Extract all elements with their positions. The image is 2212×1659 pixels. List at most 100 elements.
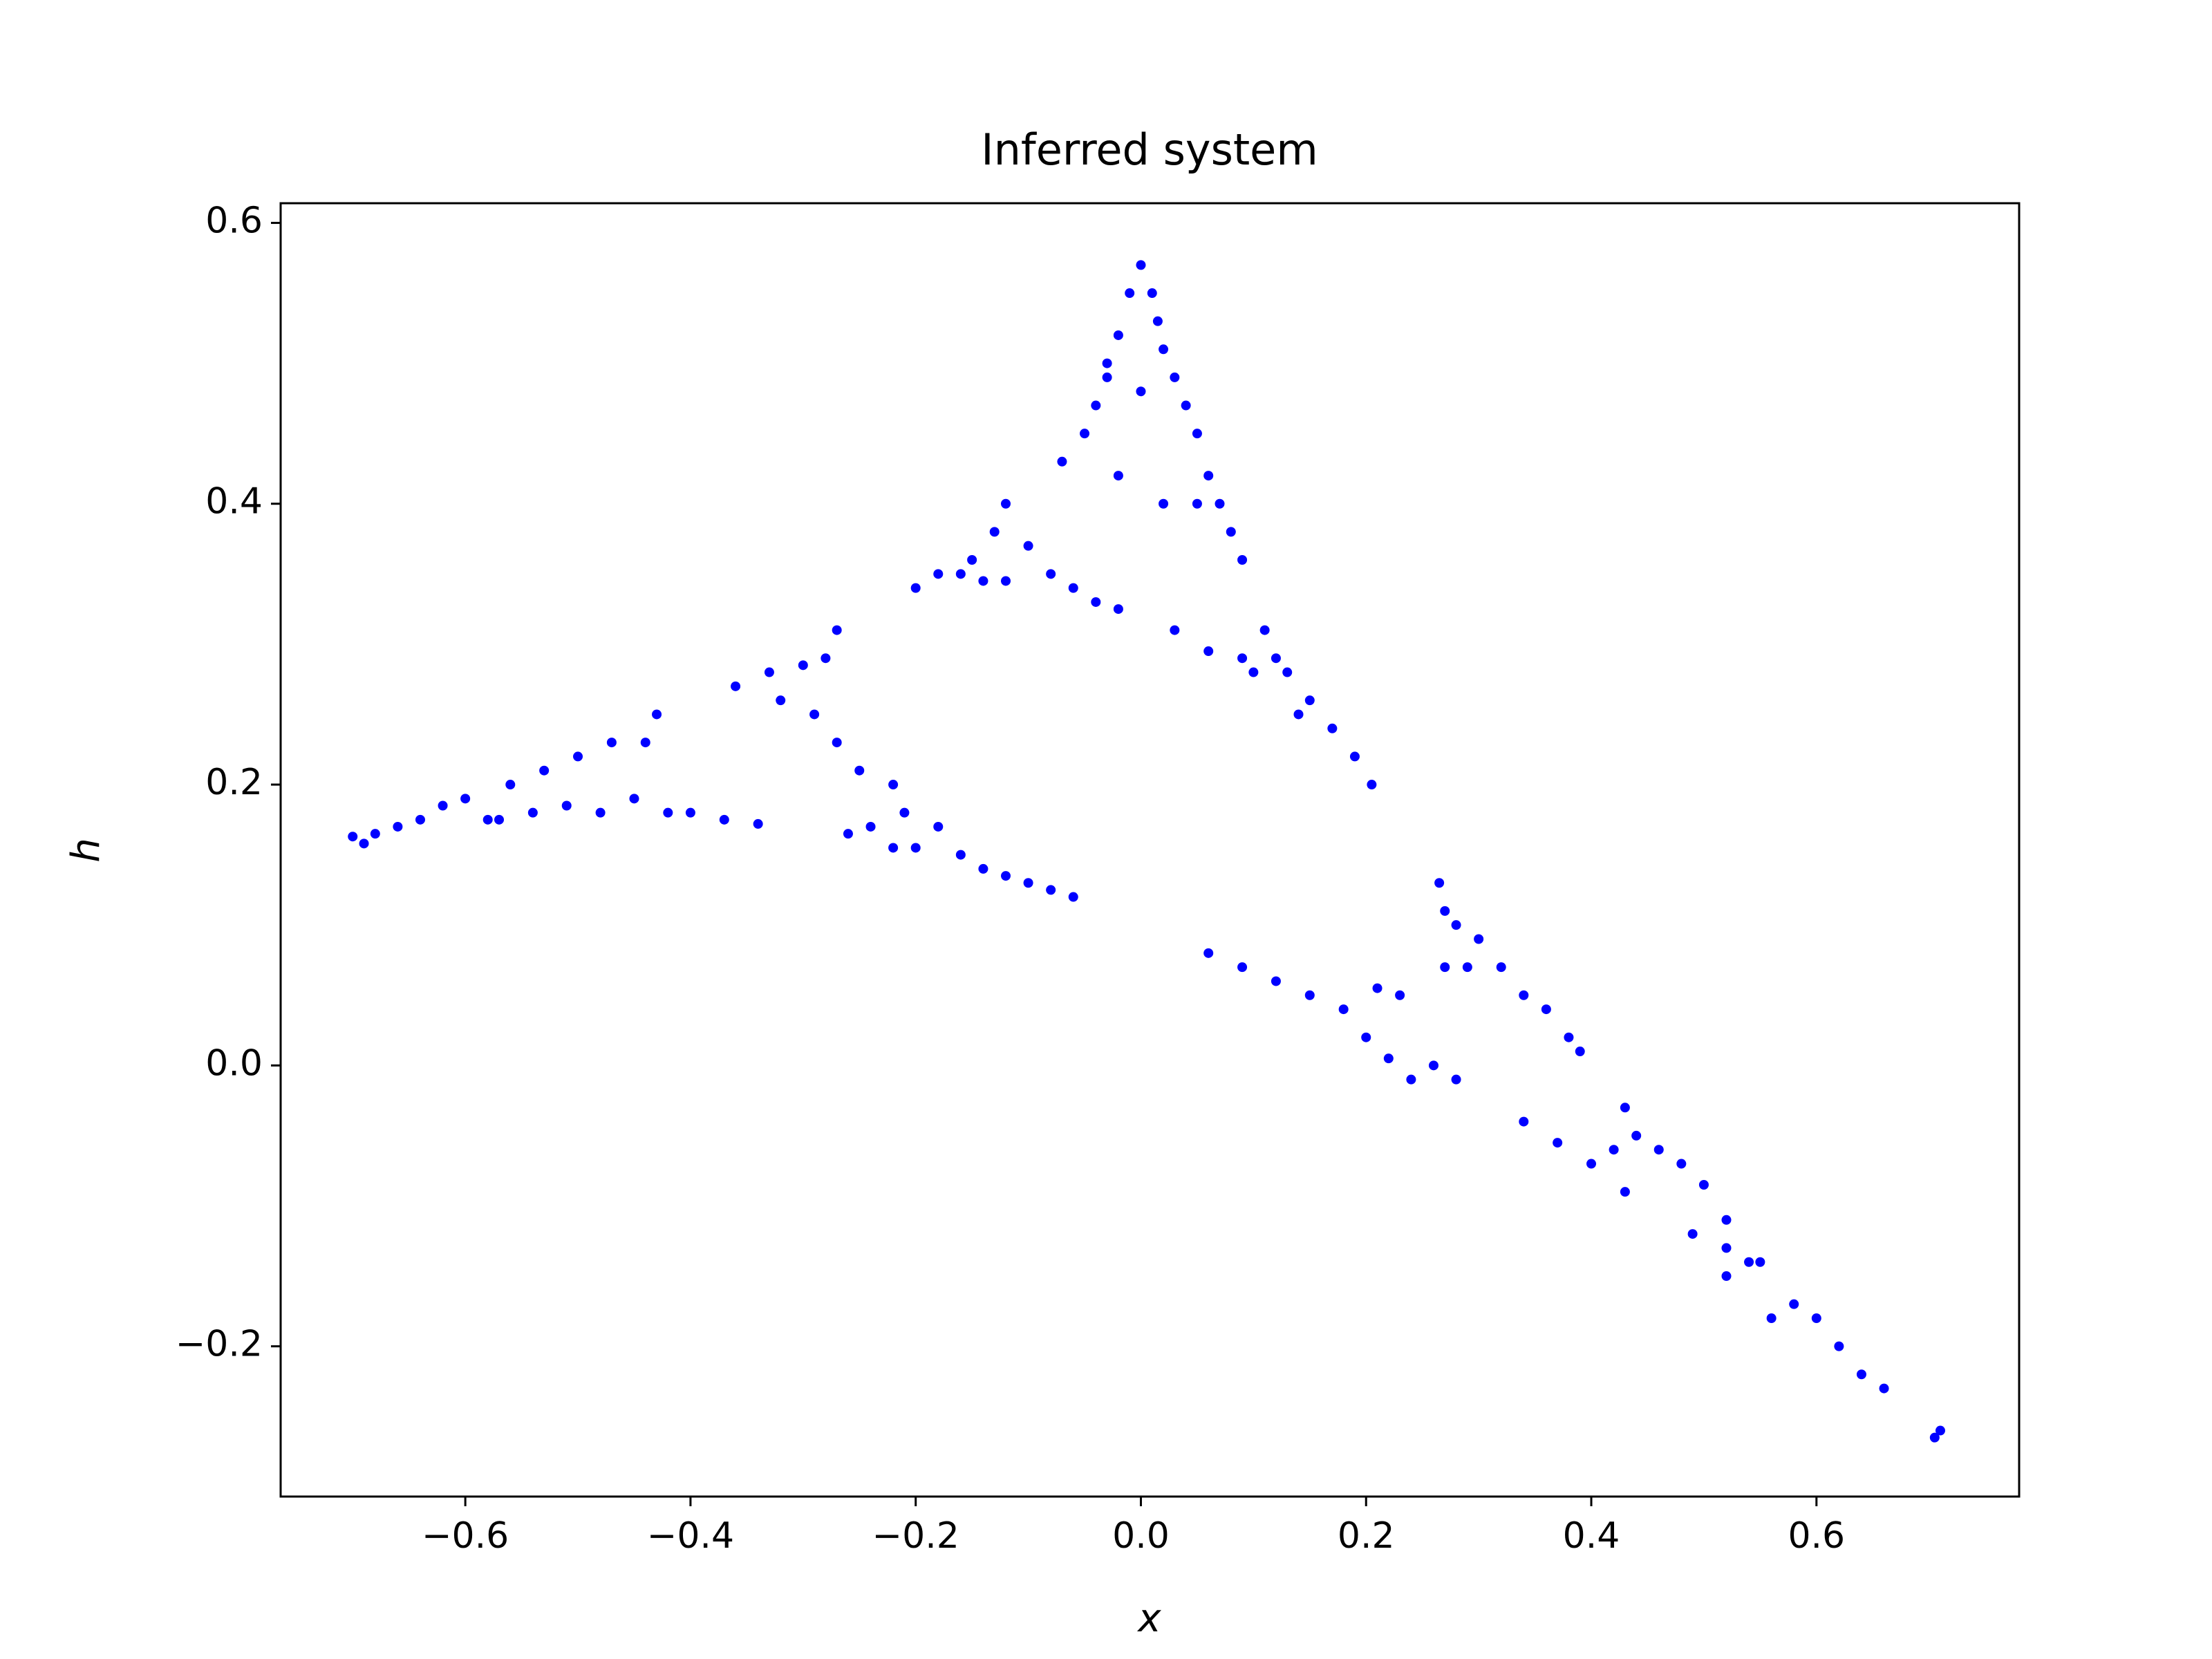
point xyxy=(1519,990,1529,1000)
y-axis-label: h xyxy=(64,838,109,863)
point xyxy=(731,681,741,691)
point xyxy=(1428,1060,1438,1071)
point xyxy=(854,765,865,776)
point xyxy=(606,738,617,748)
point xyxy=(1434,878,1445,888)
point xyxy=(1159,498,1169,509)
x-tick-label: −0.4 xyxy=(647,1515,734,1557)
point xyxy=(685,807,695,818)
point xyxy=(1001,871,1011,881)
point xyxy=(865,821,876,832)
point xyxy=(798,660,808,671)
point xyxy=(1519,1116,1529,1127)
y-tick-label: 0.4 xyxy=(205,481,263,523)
point xyxy=(1102,358,1112,368)
point xyxy=(1879,1383,1889,1394)
chart-title: Inferred system xyxy=(981,124,1318,175)
point xyxy=(1271,653,1281,664)
point xyxy=(1687,1229,1698,1239)
point xyxy=(1113,604,1123,615)
point xyxy=(1113,330,1123,340)
x-tick-label: 0.4 xyxy=(1563,1515,1620,1557)
point xyxy=(1856,1369,1866,1380)
point xyxy=(1237,962,1248,973)
point xyxy=(1372,983,1382,993)
point xyxy=(1113,471,1123,481)
point xyxy=(1462,962,1472,973)
point xyxy=(1046,885,1056,895)
point xyxy=(1271,976,1281,986)
point xyxy=(888,843,899,853)
point xyxy=(1620,1187,1630,1197)
point xyxy=(955,569,966,579)
point xyxy=(1395,990,1405,1000)
point xyxy=(1192,498,1202,509)
point xyxy=(1361,1032,1371,1042)
point xyxy=(1609,1145,1619,1155)
point xyxy=(1023,541,1033,551)
point xyxy=(1159,344,1169,355)
point xyxy=(1125,288,1135,299)
point xyxy=(978,576,988,586)
point xyxy=(888,780,899,790)
point xyxy=(1046,569,1056,579)
point xyxy=(1349,751,1360,762)
x-tick-label: 0.6 xyxy=(1788,1515,1845,1557)
point xyxy=(415,814,425,825)
point xyxy=(393,821,403,832)
point xyxy=(719,814,729,825)
point xyxy=(1474,934,1484,944)
point xyxy=(1541,1004,1551,1015)
point xyxy=(1721,1271,1732,1282)
point xyxy=(1068,583,1078,593)
x-tick-label: 0.0 xyxy=(1112,1515,1170,1557)
point xyxy=(1789,1299,1799,1309)
point xyxy=(1237,653,1248,664)
point xyxy=(1203,646,1214,657)
point xyxy=(1248,667,1259,677)
point xyxy=(1811,1313,1821,1324)
point xyxy=(1338,1004,1349,1015)
point xyxy=(1181,400,1191,411)
point xyxy=(1001,576,1011,586)
y-tick-label: 0.0 xyxy=(205,1042,263,1084)
point xyxy=(1575,1047,1585,1057)
point xyxy=(1653,1145,1664,1155)
point xyxy=(652,709,662,720)
point xyxy=(1564,1032,1574,1042)
point xyxy=(843,829,853,839)
plot-frame xyxy=(279,202,2021,1498)
point xyxy=(1451,920,1461,930)
x-tick-label: −0.6 xyxy=(422,1515,509,1557)
point xyxy=(1766,1313,1777,1324)
point xyxy=(482,814,493,825)
point xyxy=(1721,1215,1732,1225)
point xyxy=(527,807,538,818)
point xyxy=(1001,498,1011,509)
point xyxy=(1102,372,1112,382)
point xyxy=(1057,456,1067,467)
point xyxy=(1215,498,1225,509)
x-tick-label: −0.2 xyxy=(872,1515,959,1557)
point xyxy=(663,807,673,818)
point xyxy=(1304,695,1315,706)
point xyxy=(1304,990,1315,1000)
point xyxy=(1152,316,1163,326)
x-axis-label: x xyxy=(1136,1596,1161,1641)
point xyxy=(1620,1103,1630,1113)
point xyxy=(1698,1180,1709,1190)
point xyxy=(1929,1432,1940,1443)
point xyxy=(1367,780,1377,790)
point xyxy=(910,843,921,853)
point xyxy=(1068,892,1078,902)
point xyxy=(460,794,471,804)
point xyxy=(1721,1243,1732,1253)
point xyxy=(1383,1053,1394,1064)
point xyxy=(1293,709,1304,720)
point xyxy=(955,850,966,860)
point xyxy=(1170,625,1180,635)
point xyxy=(370,829,380,839)
point xyxy=(561,800,572,811)
